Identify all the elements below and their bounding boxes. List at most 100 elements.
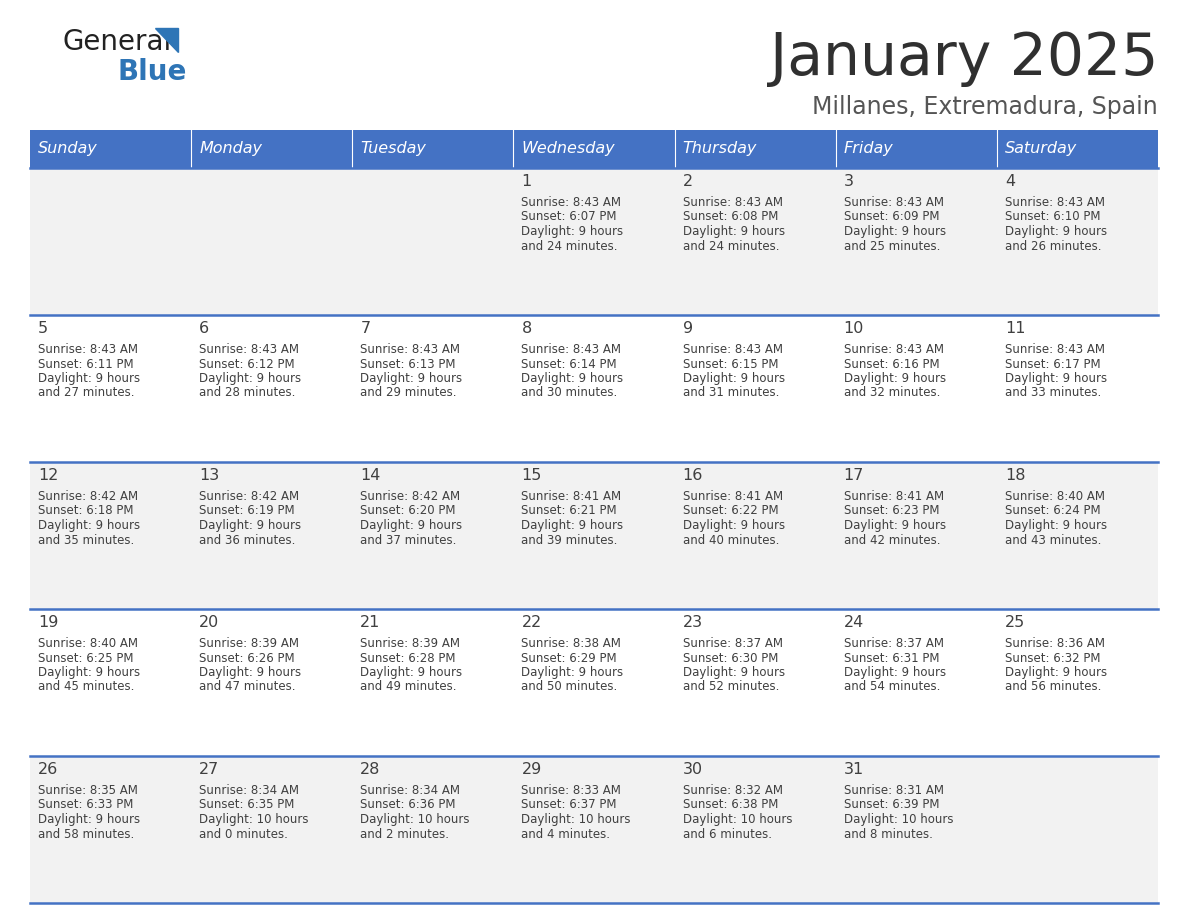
Text: Daylight: 9 hours: Daylight: 9 hours bbox=[1005, 225, 1107, 238]
Text: Sunrise: 8:43 AM: Sunrise: 8:43 AM bbox=[38, 343, 138, 356]
Text: 25: 25 bbox=[1005, 615, 1025, 630]
Text: Daylight: 9 hours: Daylight: 9 hours bbox=[843, 372, 946, 385]
Text: Sunset: 6:22 PM: Sunset: 6:22 PM bbox=[683, 505, 778, 518]
Text: Daylight: 9 hours: Daylight: 9 hours bbox=[843, 666, 946, 679]
Text: Sunset: 6:12 PM: Sunset: 6:12 PM bbox=[200, 357, 295, 371]
Text: 8: 8 bbox=[522, 321, 532, 336]
Text: and 58 minutes.: and 58 minutes. bbox=[38, 827, 134, 841]
Text: Blue: Blue bbox=[118, 58, 188, 86]
Text: 19: 19 bbox=[38, 615, 58, 630]
Text: Sunrise: 8:41 AM: Sunrise: 8:41 AM bbox=[522, 490, 621, 503]
Text: Sunset: 6:37 PM: Sunset: 6:37 PM bbox=[522, 799, 617, 812]
Text: and 47 minutes.: and 47 minutes. bbox=[200, 680, 296, 693]
Text: Sunset: 6:38 PM: Sunset: 6:38 PM bbox=[683, 799, 778, 812]
Text: Sunrise: 8:43 AM: Sunrise: 8:43 AM bbox=[843, 196, 943, 209]
Text: Sunset: 6:32 PM: Sunset: 6:32 PM bbox=[1005, 652, 1100, 665]
Bar bbox=[30, 315, 1158, 462]
Text: Sunset: 6:36 PM: Sunset: 6:36 PM bbox=[360, 799, 456, 812]
Text: Daylight: 9 hours: Daylight: 9 hours bbox=[38, 666, 140, 679]
Text: 12: 12 bbox=[38, 468, 58, 483]
Text: Sunset: 6:26 PM: Sunset: 6:26 PM bbox=[200, 652, 295, 665]
Bar bbox=[513, 130, 675, 168]
Text: and 2 minutes.: and 2 minutes. bbox=[360, 827, 449, 841]
Text: Sunrise: 8:42 AM: Sunrise: 8:42 AM bbox=[200, 490, 299, 503]
Text: 17: 17 bbox=[843, 468, 864, 483]
Text: Sunrise: 8:34 AM: Sunrise: 8:34 AM bbox=[360, 784, 460, 797]
Text: Sunrise: 8:42 AM: Sunrise: 8:42 AM bbox=[360, 490, 461, 503]
Text: Sunset: 6:39 PM: Sunset: 6:39 PM bbox=[843, 799, 940, 812]
Text: 4: 4 bbox=[1005, 174, 1015, 189]
Text: Daylight: 9 hours: Daylight: 9 hours bbox=[360, 519, 462, 532]
Text: and 31 minutes.: and 31 minutes. bbox=[683, 386, 779, 399]
Text: Sunrise: 8:32 AM: Sunrise: 8:32 AM bbox=[683, 784, 783, 797]
Text: and 29 minutes.: and 29 minutes. bbox=[360, 386, 456, 399]
Text: Daylight: 9 hours: Daylight: 9 hours bbox=[1005, 372, 1107, 385]
Text: Sunset: 6:16 PM: Sunset: 6:16 PM bbox=[843, 357, 940, 371]
Text: Sunrise: 8:43 AM: Sunrise: 8:43 AM bbox=[1005, 343, 1105, 356]
Text: Daylight: 10 hours: Daylight: 10 hours bbox=[522, 813, 631, 826]
Text: 20: 20 bbox=[200, 615, 220, 630]
Text: Friday: Friday bbox=[843, 141, 893, 156]
Text: Sunrise: 8:39 AM: Sunrise: 8:39 AM bbox=[360, 637, 460, 650]
Text: Sunrise: 8:43 AM: Sunrise: 8:43 AM bbox=[683, 196, 783, 209]
Text: 26: 26 bbox=[38, 762, 58, 777]
Text: Daylight: 9 hours: Daylight: 9 hours bbox=[38, 813, 140, 826]
Text: Sunset: 6:13 PM: Sunset: 6:13 PM bbox=[360, 357, 456, 371]
Text: Sunrise: 8:38 AM: Sunrise: 8:38 AM bbox=[522, 637, 621, 650]
Text: Daylight: 9 hours: Daylight: 9 hours bbox=[38, 372, 140, 385]
Text: Wednesday: Wednesday bbox=[522, 141, 615, 156]
Text: 27: 27 bbox=[200, 762, 220, 777]
Text: and 40 minutes.: and 40 minutes. bbox=[683, 533, 779, 546]
Text: Daylight: 9 hours: Daylight: 9 hours bbox=[200, 519, 302, 532]
Text: Sunrise: 8:41 AM: Sunrise: 8:41 AM bbox=[683, 490, 783, 503]
Text: January 2025: January 2025 bbox=[770, 30, 1158, 87]
Text: and 35 minutes.: and 35 minutes. bbox=[38, 533, 134, 546]
Text: Sunrise: 8:33 AM: Sunrise: 8:33 AM bbox=[522, 784, 621, 797]
Text: Sunrise: 8:43 AM: Sunrise: 8:43 AM bbox=[522, 343, 621, 356]
Polygon shape bbox=[154, 28, 178, 52]
Bar bbox=[30, 130, 191, 168]
Text: Sunrise: 8:43 AM: Sunrise: 8:43 AM bbox=[1005, 196, 1105, 209]
Text: Sunset: 6:10 PM: Sunset: 6:10 PM bbox=[1005, 210, 1100, 223]
Text: Sunset: 6:30 PM: Sunset: 6:30 PM bbox=[683, 652, 778, 665]
Text: Saturday: Saturday bbox=[1005, 141, 1078, 156]
Text: Daylight: 9 hours: Daylight: 9 hours bbox=[522, 666, 624, 679]
Text: Sunrise: 8:43 AM: Sunrise: 8:43 AM bbox=[200, 343, 299, 356]
Text: Daylight: 9 hours: Daylight: 9 hours bbox=[683, 372, 785, 385]
Text: Sunset: 6:20 PM: Sunset: 6:20 PM bbox=[360, 505, 456, 518]
Text: and 4 minutes.: and 4 minutes. bbox=[522, 827, 611, 841]
Text: Sunset: 6:08 PM: Sunset: 6:08 PM bbox=[683, 210, 778, 223]
Text: 2: 2 bbox=[683, 174, 693, 189]
Text: Sunrise: 8:31 AM: Sunrise: 8:31 AM bbox=[843, 784, 943, 797]
Text: Daylight: 10 hours: Daylight: 10 hours bbox=[843, 813, 953, 826]
Text: and 36 minutes.: and 36 minutes. bbox=[200, 533, 296, 546]
Text: Sunrise: 8:43 AM: Sunrise: 8:43 AM bbox=[360, 343, 460, 356]
Text: 16: 16 bbox=[683, 468, 703, 483]
Text: Sunset: 6:09 PM: Sunset: 6:09 PM bbox=[843, 210, 940, 223]
Text: 11: 11 bbox=[1005, 321, 1025, 336]
Bar bbox=[30, 462, 1158, 609]
Text: and 45 minutes.: and 45 minutes. bbox=[38, 680, 134, 693]
Text: Sunrise: 8:39 AM: Sunrise: 8:39 AM bbox=[200, 637, 299, 650]
Bar bbox=[835, 130, 997, 168]
Text: 14: 14 bbox=[360, 468, 380, 483]
Text: Sunrise: 8:42 AM: Sunrise: 8:42 AM bbox=[38, 490, 138, 503]
Text: and 43 minutes.: and 43 minutes. bbox=[1005, 533, 1101, 546]
Text: and 32 minutes.: and 32 minutes. bbox=[843, 386, 940, 399]
Text: Sunrise: 8:40 AM: Sunrise: 8:40 AM bbox=[38, 637, 138, 650]
Text: Monday: Monday bbox=[200, 141, 263, 156]
Text: Tuesday: Tuesday bbox=[360, 141, 426, 156]
Text: Sunrise: 8:43 AM: Sunrise: 8:43 AM bbox=[683, 343, 783, 356]
Text: and 24 minutes.: and 24 minutes. bbox=[683, 240, 779, 252]
Text: 24: 24 bbox=[843, 615, 864, 630]
Text: Daylight: 9 hours: Daylight: 9 hours bbox=[38, 519, 140, 532]
Text: Sunrise: 8:43 AM: Sunrise: 8:43 AM bbox=[843, 343, 943, 356]
Text: and 49 minutes.: and 49 minutes. bbox=[360, 680, 456, 693]
Text: Thursday: Thursday bbox=[683, 141, 757, 156]
Text: and 56 minutes.: and 56 minutes. bbox=[1005, 680, 1101, 693]
Text: Sunset: 6:17 PM: Sunset: 6:17 PM bbox=[1005, 357, 1100, 371]
Text: and 28 minutes.: and 28 minutes. bbox=[200, 386, 296, 399]
Text: Daylight: 9 hours: Daylight: 9 hours bbox=[360, 666, 462, 679]
Text: Sunset: 6:07 PM: Sunset: 6:07 PM bbox=[522, 210, 617, 223]
Text: Sunday: Sunday bbox=[38, 141, 97, 156]
